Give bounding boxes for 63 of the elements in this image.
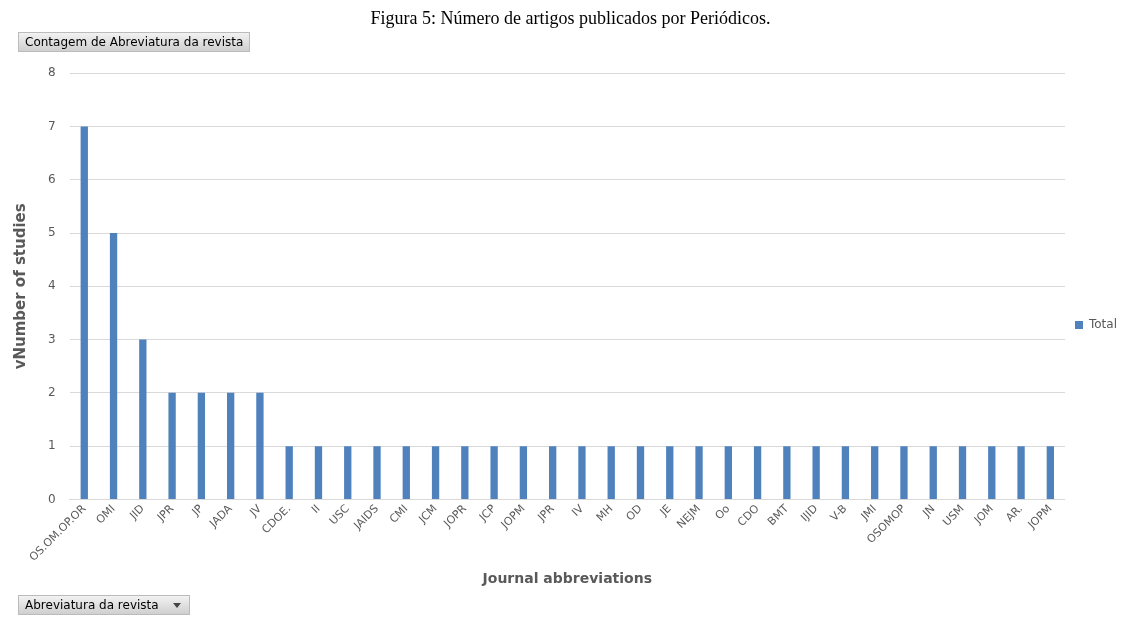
x-tick-label: JID [126,502,147,523]
chart-title: Figura 5: Número de artigos publicados por Periódicos. [369,8,772,29]
bar [197,392,206,499]
x-tick-label: JN [919,502,938,521]
text: Abreviatura da revista [25,598,159,612]
x-tick-label: AR. [1003,502,1026,525]
x-axis-title: Journal abbreviations [481,570,653,587]
text: Contagem de Abreviatura da revista [18,32,251,52]
bar [139,339,147,499]
y-tick-label: 7 [47,118,56,133]
y-tick-label: 3 [47,331,56,346]
bar [109,233,118,499]
bar [549,446,557,499]
y-tick-label: 5 [47,225,56,240]
bar [285,446,293,499]
bar [841,446,850,499]
bar [871,446,879,499]
x-tick-label: MH [593,502,616,524]
y-tick-label: 6 [47,171,56,186]
legend-label: Total [1087,317,1118,332]
x-tick-label: JV [246,501,265,520]
bar [226,392,235,499]
y-tick-label: 0 [47,491,56,506]
bar [929,446,937,499]
bar [958,446,967,499]
bar [168,392,176,499]
x-tick-label: OD [623,502,645,524]
bar [783,446,791,499]
bar [607,446,615,499]
bar [666,446,674,499]
y-tick-label: 8 [47,65,56,80]
bar [431,446,440,499]
bar [1046,446,1054,499]
bar [900,446,908,499]
x-tick-label: JE [656,502,674,520]
x-tick-label: Oo [712,501,733,523]
y-tick-label: 2 [47,385,56,399]
bar [344,446,352,499]
bar [519,446,528,499]
y-tick-label: 1 [47,438,56,453]
bar [812,446,820,499]
bar [373,446,381,499]
x-tick-label: IV [569,501,587,519]
bar [256,392,264,499]
bar [1017,446,1025,499]
bar [461,446,469,499]
bar [490,446,498,499]
bar [314,446,323,499]
bar [578,446,586,499]
bar [753,446,762,499]
x-tick-label: JP [188,501,206,519]
x-tick-label: IJID [798,502,821,525]
y-tick-label: 4 [47,278,56,293]
x-tick-label: II [308,502,323,516]
x-tick-label: CMI [386,502,411,526]
bar [695,446,703,499]
bar [636,446,645,499]
bar [402,446,410,499]
y-axis-title: vNumber of studies [10,203,29,370]
bar [988,446,996,499]
bar [724,446,732,499]
bar [80,126,88,499]
x-tick-label: V-B [827,502,850,524]
